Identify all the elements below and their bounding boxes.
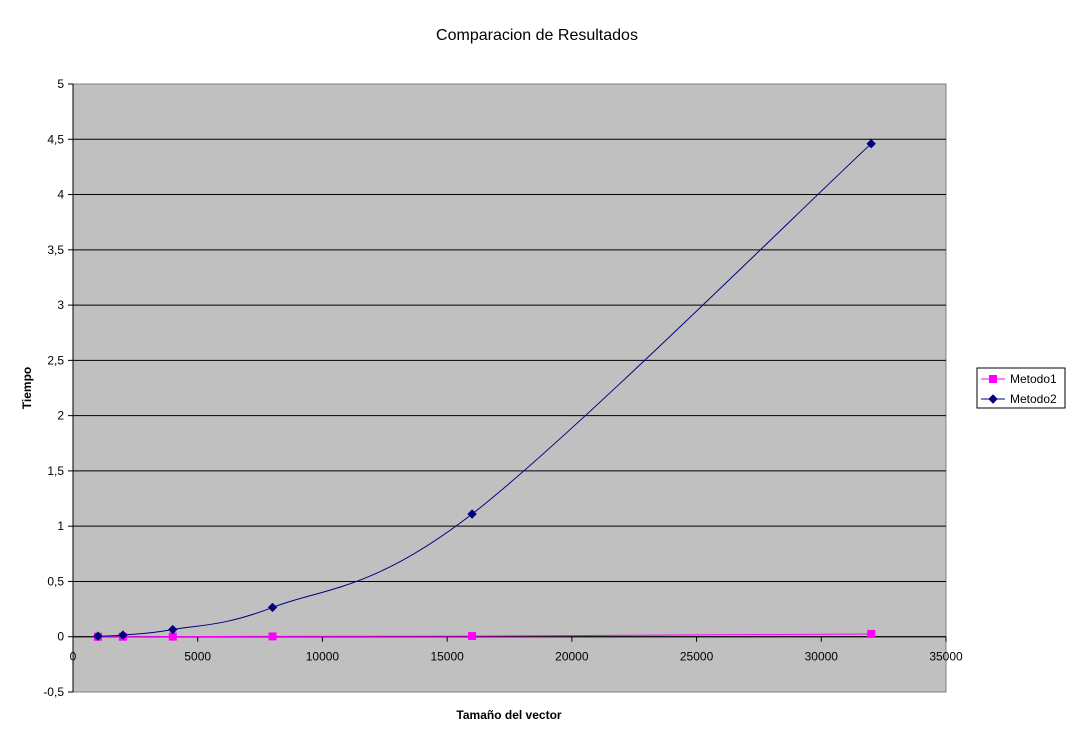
y-tick-label: 0,5 bbox=[47, 574, 64, 588]
series-line-metodo2 bbox=[97, 143, 872, 637]
data-point-metodo2 bbox=[866, 138, 876, 149]
data-point-metodo1 bbox=[468, 632, 477, 641]
legend-label-metodo1: Metodo1 bbox=[1010, 372, 1057, 386]
x-tick-label: 5000 bbox=[184, 650, 211, 664]
x-tick-label: 30000 bbox=[805, 650, 839, 664]
x-tick-label: 0 bbox=[70, 650, 77, 664]
x-axis-title: Tamaño del vector bbox=[456, 708, 561, 722]
y-tick-label: 1,5 bbox=[47, 464, 64, 478]
chart-title: Comparacion de Resultados bbox=[436, 27, 638, 44]
data-point-metodo2 bbox=[168, 624, 178, 635]
plot-area bbox=[72, 83, 947, 693]
y-tick-label: 1 bbox=[57, 519, 64, 533]
gridlines bbox=[73, 138, 946, 638]
x-tick-label: 25000 bbox=[680, 650, 714, 664]
data-point-metodo1 bbox=[268, 632, 277, 641]
data-point-metodo1 bbox=[867, 629, 876, 638]
y-tick-label: 2,5 bbox=[47, 353, 64, 367]
x-tick-label: 15000 bbox=[430, 650, 464, 664]
y-axis-title: Tiempo bbox=[20, 367, 34, 409]
x-tick-labels: 0 5000 10000 15000 20000 25000 30000 35000 bbox=[70, 650, 963, 664]
y-tick-label: 0 bbox=[57, 630, 64, 644]
y-tick-label: 4,5 bbox=[47, 132, 64, 146]
y-tick-label: 4 bbox=[57, 188, 64, 202]
data-point-metodo2 bbox=[118, 630, 128, 640]
x-tick-label: 10000 bbox=[306, 650, 340, 664]
data-point-metodo2 bbox=[267, 602, 278, 613]
data-point-metodo2 bbox=[467, 509, 477, 519]
series-markers bbox=[93, 138, 876, 641]
legend-marker-metodo1 bbox=[989, 375, 997, 383]
legend: Metodo1 Metodo2 bbox=[976, 367, 1066, 409]
y-tick-label: 5 bbox=[57, 77, 64, 91]
y-tick-label: 3 bbox=[57, 298, 64, 312]
data-point-metodo2 bbox=[93, 631, 103, 641]
y-tick-label: 3,5 bbox=[47, 243, 64, 257]
legend-marker-metodo2 bbox=[988, 394, 998, 404]
x-tick-label: 20000 bbox=[555, 650, 589, 664]
x-tick-label: 35000 bbox=[929, 650, 963, 664]
legend-label-metodo2: Metodo2 bbox=[1010, 392, 1057, 406]
y-tick-labels: -0,5 0 0,5 1 1,5 2 2,5 3 3,5 4 4,5 5 bbox=[43, 77, 64, 699]
y-tick-label: -0,5 bbox=[43, 685, 64, 699]
y-tick-label: 2 bbox=[57, 409, 64, 423]
